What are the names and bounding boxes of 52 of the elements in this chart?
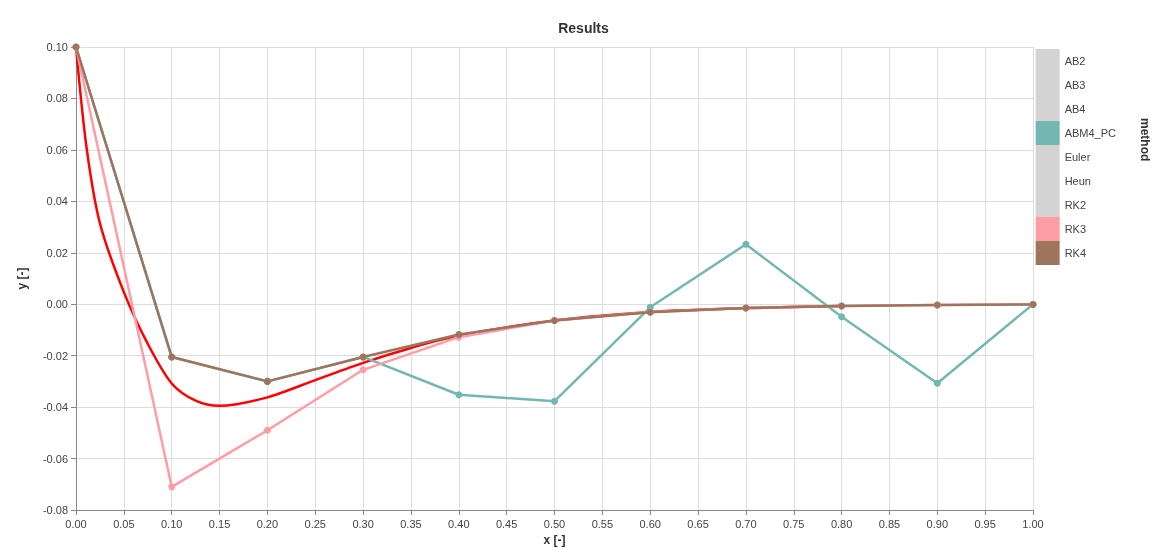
x-tick-label: 0.40	[448, 517, 470, 530]
y-axis-title: y [-]	[15, 267, 29, 290]
y-tick-label: 0.06	[46, 143, 68, 156]
point	[168, 483, 176, 491]
x-tick-label: 0.15	[208, 517, 231, 530]
x-tick-label: 0.35	[400, 517, 422, 530]
y-tick-label: -0.06	[42, 452, 68, 465]
legend-label: RK2	[1064, 199, 1087, 211]
x-tick-label: 0.50	[543, 517, 566, 530]
point	[933, 379, 941, 387]
legend-label: ABM4_PC	[1064, 127, 1117, 139]
x-tick-label: 0.85	[878, 517, 901, 530]
legend-label: Euler	[1064, 151, 1091, 163]
x-tick-label: 0.00	[65, 517, 87, 530]
x-tick-label: 0.65	[687, 517, 709, 530]
legend-title: method	[1138, 118, 1152, 162]
y-tick-label: 0.10	[46, 41, 68, 53]
chart-title: Results	[558, 20, 609, 36]
x-axis-title: x [-]	[543, 533, 566, 547]
legend-label: Heun	[1064, 175, 1091, 187]
point	[455, 391, 463, 399]
x-tick-label: 0.05	[113, 517, 135, 530]
point	[838, 313, 846, 321]
point	[742, 240, 750, 248]
x-tick-label: 0.10	[160, 517, 183, 530]
y-tick-label: 0.02	[46, 246, 68, 259]
x-tick-label: 0.45	[495, 517, 518, 530]
x-tick-label: 0.25	[304, 517, 326, 530]
y-tick-label: -0.08	[42, 504, 68, 516]
y-tick-label: 0.04	[46, 195, 68, 208]
x-tick-label: 0.30	[352, 517, 374, 530]
y-tick-label: 0.00	[46, 298, 68, 311]
y-tick-label: -0.02	[42, 349, 68, 362]
x-tick-label: 0.80	[830, 517, 853, 530]
x-tick-label: 0.70	[735, 517, 757, 530]
point	[551, 397, 558, 405]
x-tick-label: 0.20	[256, 517, 279, 530]
legend-label: RK3	[1064, 223, 1087, 235]
x-tick-label: 0.95	[974, 517, 996, 530]
x-tick-label: 1.00	[1022, 517, 1044, 530]
x-tick-label: 0.60	[639, 517, 661, 530]
x-tick-label: 0.75	[783, 517, 805, 530]
x-tick-label: 0.90	[926, 517, 949, 530]
point	[359, 366, 367, 374]
x-tick-label: 0.55	[591, 517, 614, 530]
point	[263, 426, 271, 434]
legend-label: AB4	[1064, 103, 1086, 115]
y-tick-label: -0.04	[42, 401, 68, 414]
y-tick-label: 0.08	[46, 92, 68, 105]
legend-label: RK4	[1064, 247, 1087, 259]
legend-label: AB3	[1064, 79, 1086, 91]
legend-label: AB2	[1064, 55, 1086, 67]
